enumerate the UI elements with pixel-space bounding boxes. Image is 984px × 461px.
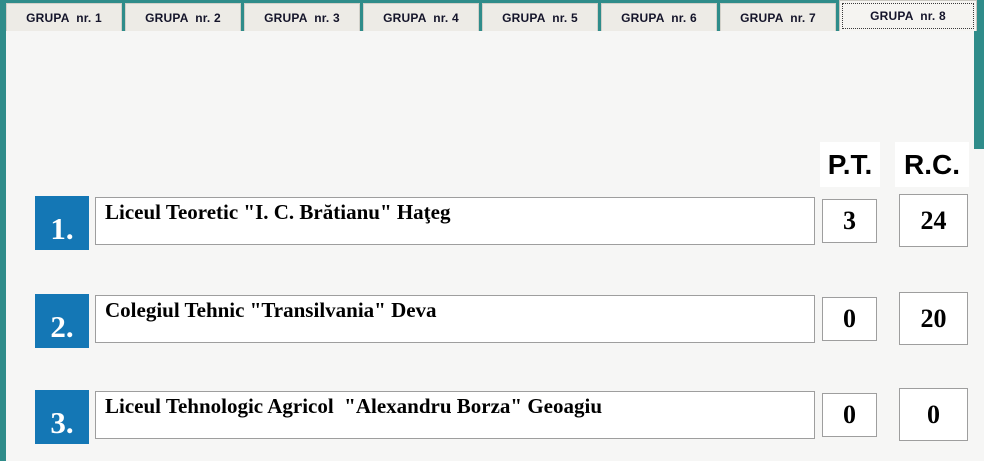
tab-grupa-4-label: GRUPA nr. 4	[383, 10, 459, 25]
tab-grupa-1[interactable]: GRUPA nr. 1	[6, 3, 122, 31]
school-name-box-2: Colegiul Tehnic "Transilvania" Deva	[95, 295, 815, 343]
tab-grupa-3[interactable]: GRUPA nr. 3	[244, 3, 360, 31]
tab-grupa-7-label: GRUPA nr. 7	[740, 10, 816, 25]
pt-value-box-3: 0	[822, 393, 877, 437]
rc-value-box-2: 20	[899, 292, 968, 345]
tab-bar: GRUPA nr. 1 GRUPA nr. 2 GRUPA nr. 3 GRUP…	[0, 0, 984, 31]
rank-badge-1: 1.	[35, 196, 89, 250]
rc-value-box-1: 24	[899, 194, 968, 247]
school-name-1: Liceul Teoretic "I. C. Brătianu" Haţeg	[105, 200, 451, 224]
tab-grupa-5[interactable]: GRUPA nr. 5	[482, 3, 598, 31]
rc-column-header: R.C.	[895, 142, 969, 187]
tab-grupa-6[interactable]: GRUPA nr. 6	[601, 3, 717, 31]
tab-grupa-4[interactable]: GRUPA nr. 4	[363, 3, 479, 31]
rank-badge-2: 2.	[35, 294, 89, 348]
school-name-box-3: Liceul Tehnologic Agricol "Alexandru Bor…	[95, 391, 815, 439]
tab-grupa-5-label: GRUPA nr. 5	[502, 10, 578, 25]
pt-value-box-1: 3	[822, 199, 877, 243]
rank-badge-3: 3.	[35, 390, 89, 444]
tab-grupa-6-label: GRUPA nr. 6	[621, 10, 697, 25]
school-name-2: Colegiul Tehnic "Transilvania" Deva	[105, 298, 437, 322]
window-frame-right	[974, 31, 984, 149]
tab-grupa-2[interactable]: GRUPA nr. 2	[125, 3, 241, 31]
tab-grupa-7[interactable]: GRUPA nr. 7	[720, 3, 836, 31]
school-name-3: Liceul Tehnologic Agricol "Alexandru Bor…	[105, 394, 602, 418]
tab-grupa-8-active[interactable]: GRUPA nr. 8	[839, 0, 977, 31]
tab-grupa-3-label: GRUPA nr. 3	[264, 10, 340, 25]
pt-value-box-2: 0	[822, 297, 877, 341]
pt-column-header: P.T.	[820, 142, 880, 187]
window-frame-left	[0, 31, 6, 461]
tab-grupa-2-label: GRUPA nr. 2	[145, 10, 221, 25]
rc-value-box-3: 0	[899, 388, 968, 441]
tab-grupa-8-label: GRUPA nr. 8	[870, 9, 946, 23]
school-name-box-1: Liceul Teoretic "I. C. Brătianu" Haţeg	[95, 197, 815, 245]
tab-grupa-1-label: GRUPA nr. 1	[26, 10, 102, 25]
